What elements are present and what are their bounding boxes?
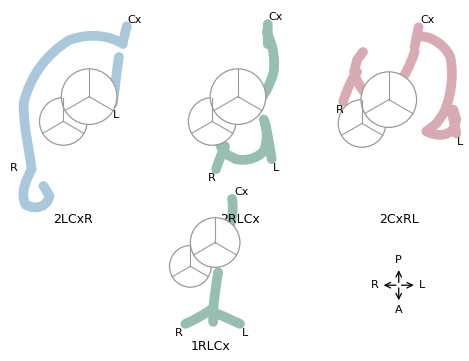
Circle shape bbox=[361, 72, 416, 127]
Text: 1RLCx: 1RLCx bbox=[190, 340, 230, 353]
Text: P: P bbox=[395, 255, 402, 265]
Text: L: L bbox=[272, 163, 279, 173]
Text: 2LCxR: 2LCxR bbox=[53, 213, 93, 226]
Text: 2CxRL: 2CxRL bbox=[379, 213, 419, 226]
Text: A: A bbox=[395, 305, 402, 315]
Circle shape bbox=[169, 245, 211, 287]
Circle shape bbox=[190, 218, 240, 268]
Circle shape bbox=[61, 69, 117, 125]
Text: Cx: Cx bbox=[234, 187, 249, 197]
Text: R: R bbox=[336, 105, 344, 114]
Text: L: L bbox=[418, 280, 425, 290]
Text: Cx: Cx bbox=[128, 15, 142, 25]
Text: Cx: Cx bbox=[269, 12, 283, 22]
Circle shape bbox=[210, 69, 266, 125]
Text: R: R bbox=[208, 173, 216, 183]
Text: Cx: Cx bbox=[421, 15, 435, 25]
Text: L: L bbox=[457, 137, 463, 147]
Circle shape bbox=[338, 100, 386, 147]
Text: L: L bbox=[242, 328, 248, 338]
Circle shape bbox=[189, 97, 236, 145]
Circle shape bbox=[39, 97, 87, 145]
Text: 2RLCx: 2RLCx bbox=[220, 213, 260, 226]
Text: R: R bbox=[174, 328, 182, 338]
Text: R: R bbox=[10, 163, 17, 173]
Text: L: L bbox=[113, 109, 119, 119]
Text: R: R bbox=[371, 280, 379, 290]
